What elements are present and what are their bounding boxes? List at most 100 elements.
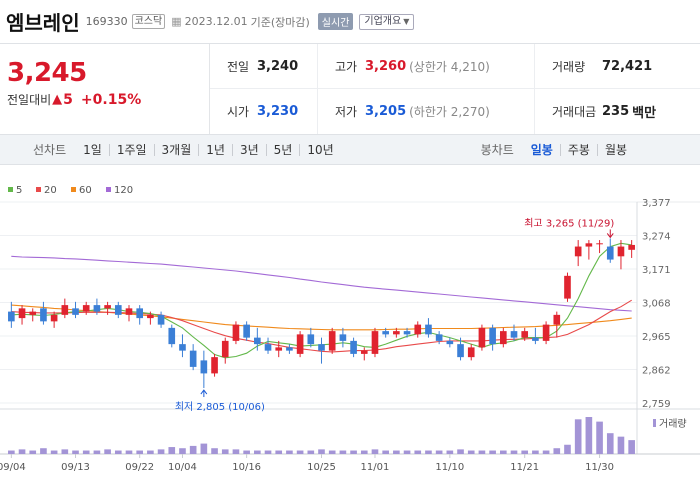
candle-body bbox=[435, 334, 443, 341]
company-overview-dropdown[interactable]: 기업개요 ▼ bbox=[359, 13, 415, 30]
tab-monthly[interactable]: 월봉 bbox=[596, 143, 634, 156]
volume-bar bbox=[254, 450, 261, 454]
tab-3m[interactable]: 3개월 bbox=[153, 143, 199, 156]
volume-bar bbox=[617, 436, 625, 454]
x-tick-label: 11/21 bbox=[510, 462, 539, 473]
tab-10y[interactable]: 10년 bbox=[299, 143, 340, 156]
volume-bar bbox=[8, 450, 15, 454]
tab-1y[interactable]: 1년 bbox=[198, 143, 232, 156]
candle-body bbox=[147, 314, 154, 319]
tab-3y[interactable]: 3년 bbox=[231, 143, 266, 156]
legend-label-120: 120 bbox=[114, 185, 133, 196]
ma120-line bbox=[11, 255, 632, 312]
volume-bar bbox=[478, 450, 486, 454]
stat-value: 3,240 bbox=[257, 58, 299, 74]
candle-body bbox=[350, 340, 357, 354]
candle-body bbox=[189, 350, 197, 367]
tab-1d[interactable]: 1일 bbox=[83, 142, 102, 157]
volume-bar bbox=[264, 450, 272, 454]
volume-bar bbox=[18, 449, 26, 454]
candle-body bbox=[446, 340, 454, 345]
volume-bar bbox=[286, 450, 293, 454]
base-date: 2023.12.01 bbox=[184, 15, 248, 28]
volume-bar bbox=[574, 419, 582, 454]
realtime-button[interactable]: 실시간 bbox=[317, 13, 354, 30]
volume-bar bbox=[542, 450, 550, 454]
candle-body bbox=[93, 305, 101, 312]
volume-bar bbox=[553, 448, 561, 454]
stat-label: 거래대금 bbox=[552, 105, 597, 119]
candle-body bbox=[339, 334, 347, 341]
candle-body bbox=[393, 331, 400, 335]
candle-body bbox=[264, 344, 272, 351]
x-tick-label: 11/30 bbox=[585, 462, 614, 473]
base-date-suffix: 기준(장마감) bbox=[250, 15, 310, 29]
chevron-down-icon: ▼ bbox=[403, 16, 410, 26]
volume-bar bbox=[114, 450, 122, 454]
candle-body bbox=[360, 350, 368, 354]
candle-body bbox=[628, 244, 635, 250]
candle-body bbox=[382, 331, 389, 335]
volume-bar bbox=[446, 450, 454, 454]
candle-body bbox=[40, 308, 47, 322]
candle-body bbox=[574, 246, 582, 257]
stat-label: 시가 bbox=[227, 105, 250, 119]
tab-5y[interactable]: 5년 bbox=[265, 143, 300, 156]
x-tick-label: 09/13 bbox=[61, 462, 90, 473]
stat-high: 고가 3,260 (상한가 4,210) bbox=[317, 44, 534, 89]
candle-body bbox=[510, 331, 518, 338]
volume-bar bbox=[532, 450, 539, 454]
stat-value: 72,421 bbox=[602, 58, 653, 74]
calendar-icon: ▦ bbox=[171, 15, 182, 28]
volume-bar bbox=[489, 450, 496, 454]
candle-body bbox=[596, 243, 603, 245]
legend-swatch-5 bbox=[8, 187, 13, 192]
legend-swatch-120 bbox=[106, 187, 111, 192]
tab-daily[interactable]: 일봉 bbox=[530, 142, 553, 157]
candle-body bbox=[200, 360, 208, 374]
volume-bar bbox=[125, 450, 133, 454]
change-row: 전일대비 ▲ 5 +0.15% bbox=[7, 91, 209, 108]
volume-bar bbox=[61, 449, 69, 454]
volume-bar bbox=[628, 440, 635, 454]
volume-bar bbox=[93, 450, 101, 454]
y-tick-label: 2,759 bbox=[642, 399, 671, 410]
volume-bar bbox=[596, 421, 603, 454]
change-label: 전일대비 bbox=[7, 93, 52, 107]
stat-value: 3,230 bbox=[257, 104, 299, 119]
candle-body bbox=[243, 324, 250, 338]
legend-label-60: 60 bbox=[79, 185, 92, 196]
volume-bar bbox=[499, 450, 507, 454]
volume-bar bbox=[189, 445, 197, 454]
volume-bar bbox=[564, 444, 571, 454]
volume-bar bbox=[350, 450, 357, 454]
volume-legend-swatch bbox=[653, 419, 656, 427]
candle-body bbox=[564, 275, 571, 299]
volume-bar bbox=[157, 449, 165, 454]
stat-open: 시가 3,230 bbox=[210, 89, 317, 134]
chart-area[interactable]: 5 20 60 120 3,377 3,274 3,171 3,068 2,965 2,862 2,… bbox=[0, 165, 700, 488]
tab-1w[interactable]: 1주일 bbox=[108, 143, 154, 156]
legend-label-5: 5 bbox=[16, 185, 22, 196]
candlestick-chart[interactable]: 5 20 60 120 3,377 3,274 3,171 3,068 2,965 2,862 2,… bbox=[0, 165, 700, 488]
candle-body bbox=[72, 308, 79, 315]
stat-label: 전일 bbox=[227, 59, 250, 74]
volume-bar bbox=[50, 450, 58, 454]
candle-body bbox=[232, 324, 240, 341]
candle-body bbox=[8, 311, 15, 322]
legend-label-20: 20 bbox=[44, 185, 57, 196]
change-percent: +0.15% bbox=[80, 91, 142, 108]
stat-label: 저가 bbox=[335, 105, 358, 119]
candle-body bbox=[499, 331, 507, 345]
volume-bar bbox=[136, 450, 144, 454]
stat-unit: 백만 bbox=[632, 106, 657, 121]
candle-body bbox=[425, 324, 432, 335]
candle-body bbox=[467, 347, 475, 358]
tab-weekly[interactable]: 주봉 bbox=[559, 143, 597, 156]
volume-bar bbox=[339, 450, 347, 454]
candle-body bbox=[211, 357, 218, 374]
candle-body bbox=[50, 314, 58, 322]
arrow-up-icon bbox=[200, 389, 208, 395]
volume-bar bbox=[403, 450, 411, 454]
volume-bar bbox=[371, 449, 379, 454]
